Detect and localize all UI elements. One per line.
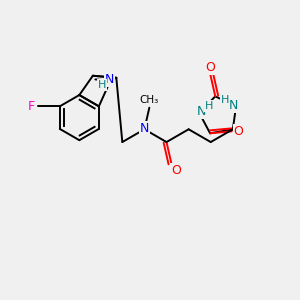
- Text: N: N: [105, 73, 114, 86]
- Text: F: F: [28, 100, 35, 113]
- Text: N: N: [140, 122, 149, 135]
- Text: H: H: [98, 80, 106, 90]
- Text: CH₃: CH₃: [140, 95, 159, 105]
- Text: O: O: [234, 125, 244, 138]
- Text: H: H: [205, 101, 213, 111]
- Text: H: H: [221, 94, 230, 105]
- Text: N: N: [228, 99, 238, 112]
- Text: N: N: [196, 105, 206, 119]
- Text: O: O: [171, 164, 181, 177]
- Text: O: O: [206, 61, 215, 74]
